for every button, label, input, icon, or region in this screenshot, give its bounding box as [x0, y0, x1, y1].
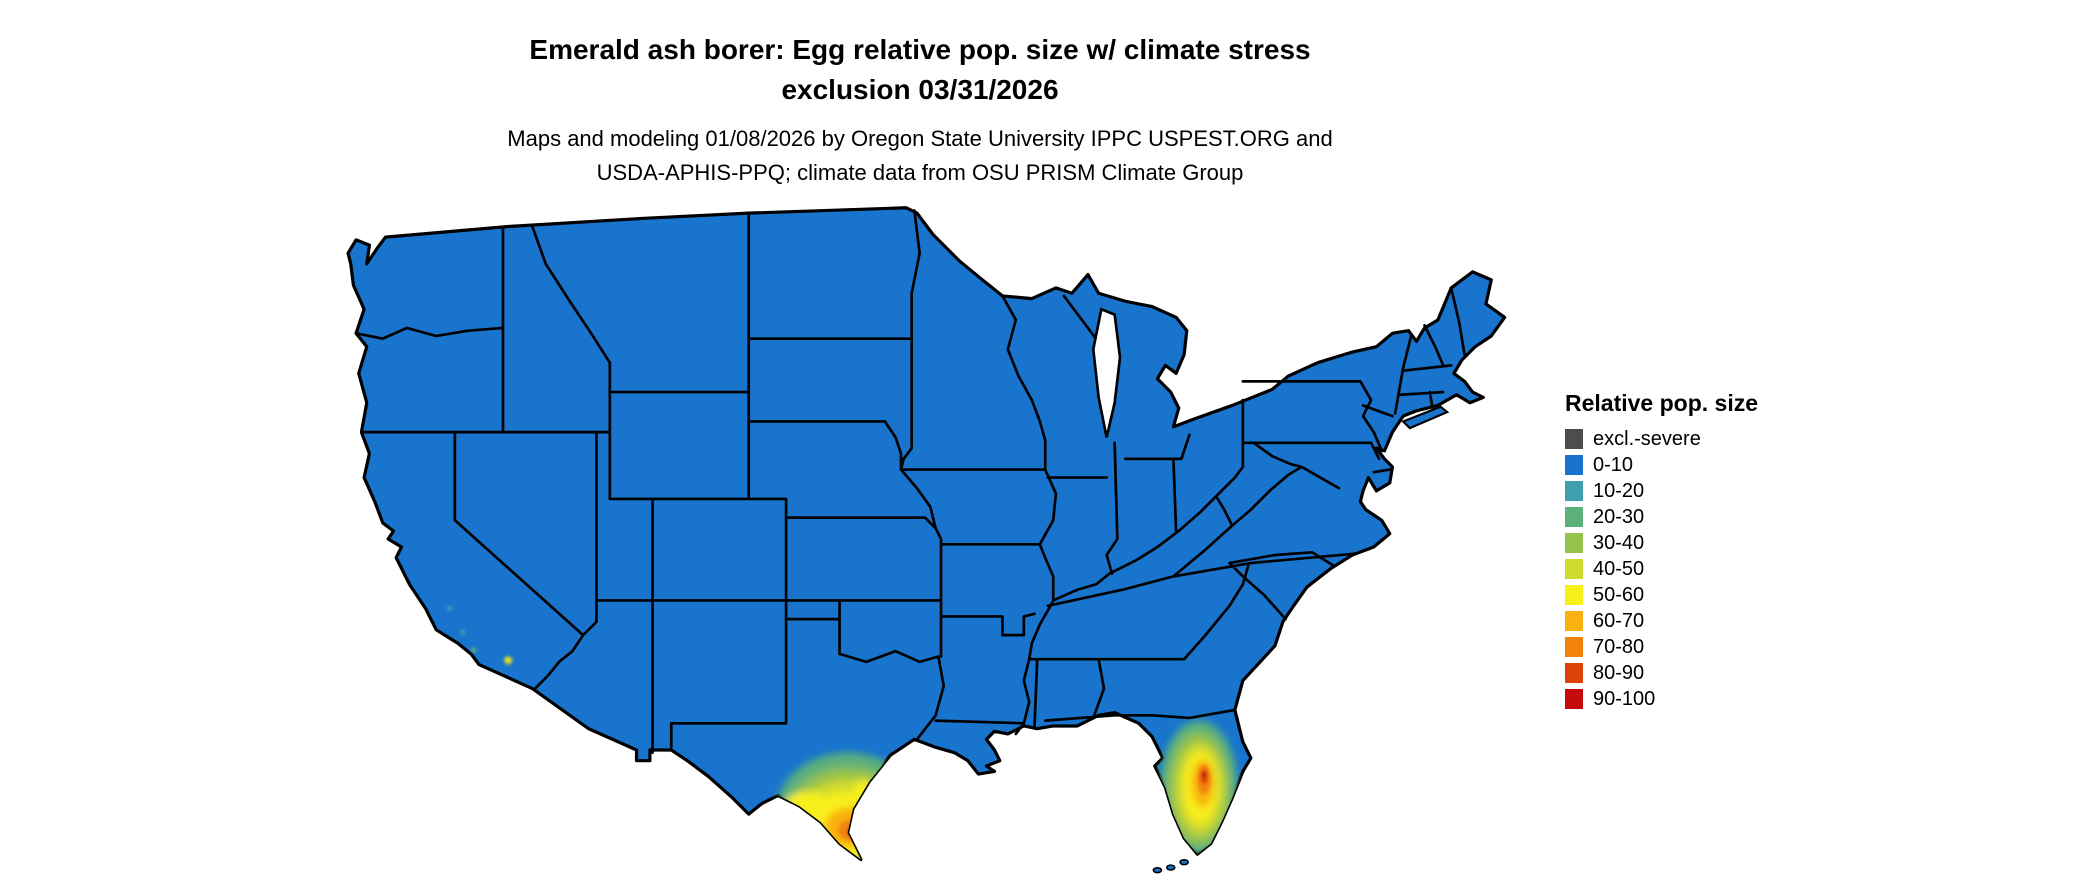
legend-swatch	[1565, 533, 1583, 553]
us-map-svg	[346, 206, 1507, 874]
legend-item: 70-80	[1565, 635, 1825, 658]
legend-item: 10-20	[1565, 479, 1825, 502]
florida-keys	[1152, 858, 1189, 874]
legend-item-label: 30-40	[1593, 531, 1645, 554]
legend-item-label: 90-100	[1593, 687, 1656, 710]
legend-item-label: 20-30	[1593, 505, 1645, 528]
legend-swatch	[1565, 689, 1583, 709]
legend-swatch	[1565, 429, 1583, 449]
legend-swatch	[1565, 455, 1583, 475]
legend: Relative pop. size excl.-severe 0-10 10-…	[1565, 390, 1825, 715]
long-island	[1401, 405, 1450, 430]
us-map	[308, 205, 1526, 889]
legend-item: 80-90	[1565, 661, 1825, 684]
plot-title-line2: exclusion 03/31/2026	[781, 74, 1059, 105]
legend-swatch	[1565, 611, 1583, 631]
legend-swatch	[1565, 663, 1583, 683]
legend-item-label: 60-70	[1593, 609, 1645, 632]
legend-item: 60-70	[1565, 609, 1825, 632]
legend-item-label: 70-80	[1593, 635, 1645, 658]
plot-subtitle-line1: Maps and modeling 01/08/2026 by Oregon S…	[507, 126, 1333, 151]
plot-title: Emerald ash borer: Egg relative pop. siz…	[0, 30, 1840, 110]
legend-items: excl.-severe 0-10 10-20 20-30 30-40 40-5…	[1565, 427, 1825, 710]
us-landmass	[346, 206, 1507, 862]
lake-michigan	[1091, 307, 1122, 438]
legend-item-label: 80-90	[1593, 661, 1645, 684]
legend-item-label: 50-60	[1593, 583, 1645, 606]
legend-item: excl.-severe	[1565, 427, 1825, 450]
legend-swatch	[1565, 585, 1583, 605]
legend-swatch	[1565, 637, 1583, 657]
legend-item-label: excl.-severe	[1593, 427, 1701, 450]
legend-item: 50-60	[1565, 583, 1825, 606]
plot-subtitle-line2: USDA-APHIS-PPQ; climate data from OSU PR…	[596, 160, 1244, 185]
state-borders	[354, 209, 1466, 755]
plot-title-line1: Emerald ash borer: Egg relative pop. siz…	[529, 34, 1311, 65]
legend-item: 0-10	[1565, 453, 1825, 476]
legend-item-label: 40-50	[1593, 557, 1645, 580]
legend-item-label: 10-20	[1593, 479, 1645, 502]
legend-item: 40-50	[1565, 557, 1825, 580]
legend-item-label: 0-10	[1593, 453, 1634, 476]
legend-swatch	[1565, 507, 1583, 527]
texas-hotspot-core	[838, 819, 868, 841]
florida-hotspot-core	[1197, 764, 1211, 795]
plot-subtitle: Maps and modeling 01/08/2026 by Oregon S…	[0, 122, 1840, 190]
california-specks	[446, 605, 513, 665]
legend-swatch	[1565, 481, 1583, 501]
legend-title: Relative pop. size	[1565, 390, 1759, 416]
legend-item: 90-100	[1565, 687, 1825, 710]
legend-item: 30-40	[1565, 531, 1825, 554]
texas-hotspot	[775, 752, 920, 860]
legend-swatch	[1565, 559, 1583, 579]
legend-item: 20-30	[1565, 505, 1825, 528]
